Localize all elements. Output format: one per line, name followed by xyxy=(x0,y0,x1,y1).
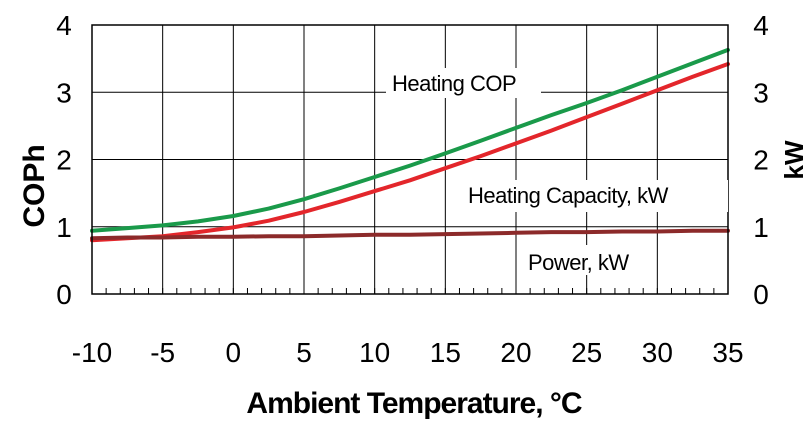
x-tick-label: 20 xyxy=(500,337,531,368)
x-axis-title: Ambient Temperature, °C xyxy=(246,387,582,420)
series-lines xyxy=(90,47,730,243)
y2-tick-label: 3 xyxy=(753,77,769,108)
y-tick-label: 4 xyxy=(56,10,72,41)
annotation-heating-cop: Heating COP xyxy=(392,71,516,96)
series-line-power-kw xyxy=(90,228,730,241)
minor-ticks xyxy=(91,288,729,294)
y-axis-title: COPh xyxy=(18,144,51,227)
series-line-heating-cop xyxy=(90,47,730,233)
y2-tick-label: 1 xyxy=(753,212,769,243)
x-tick-label: 5 xyxy=(296,337,312,368)
x-tick-label: 10 xyxy=(359,337,390,368)
y-tick-labels: 0 1 2 3 4 xyxy=(56,10,72,310)
y2-axis-title: kW xyxy=(779,140,805,179)
series-line-heating-capacity-kw xyxy=(90,62,730,243)
y-tick-label: 0 xyxy=(56,279,72,310)
y-tick-label: 2 xyxy=(56,145,72,176)
y2-tick-label: 4 xyxy=(753,10,769,41)
y-tick-label: 3 xyxy=(56,77,72,108)
annotations: Heating COP Heating Capacity, kW Power, … xyxy=(386,68,728,275)
x-tick-label: -10 xyxy=(72,337,112,368)
annotation-bg-heating-capacity xyxy=(462,180,728,212)
annotation-power: Power, kW xyxy=(528,250,629,275)
x-tick-label: 30 xyxy=(642,337,673,368)
y2-tick-labels: 0 1 2 3 4 xyxy=(753,10,769,310)
x-tick-label: 15 xyxy=(430,337,461,368)
y-tick-label: 1 xyxy=(56,212,72,243)
plot-frame xyxy=(91,24,729,295)
x-tick-label: 25 xyxy=(571,337,602,368)
y2-tick-label: 2 xyxy=(753,145,769,176)
annotation-heating-capacity: Heating Capacity, kW xyxy=(468,183,669,208)
y2-tick-label: 0 xyxy=(753,279,769,310)
annotation-bg-heating-cop xyxy=(386,68,541,98)
x-tick-label: -5 xyxy=(150,337,175,368)
x-tick-labels: -10 -5 0 5 10 15 20 25 30 35 xyxy=(72,337,744,368)
x-tick-label: 0 xyxy=(226,337,242,368)
x-tick-label: 35 xyxy=(712,337,743,368)
annotation-bg-power xyxy=(522,245,656,275)
